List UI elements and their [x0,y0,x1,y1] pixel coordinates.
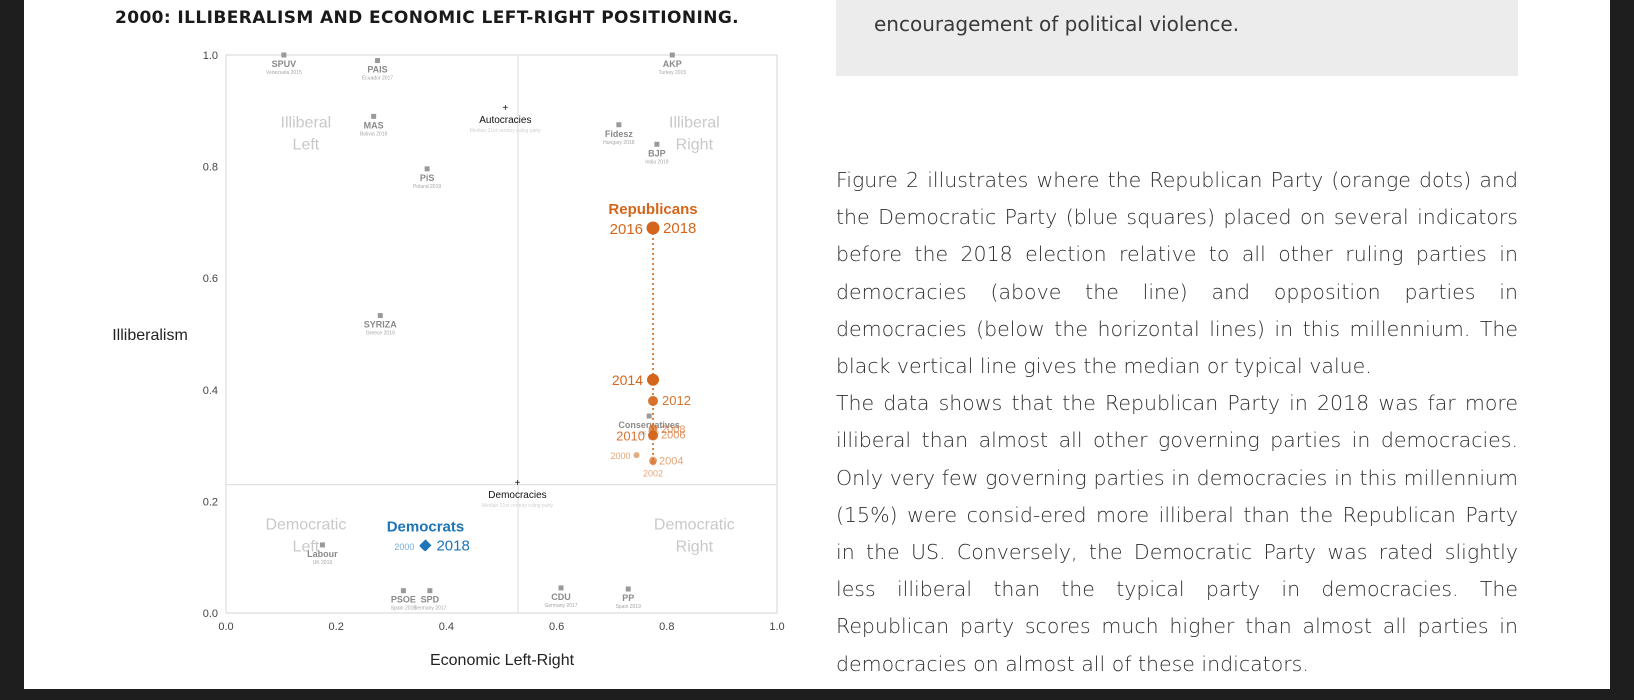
republicans-point [649,456,658,465]
republicans-year-label: 2000 [610,451,630,461]
party-label: SPD [421,595,440,605]
reference-note: Median 21st century ruling party [470,128,542,134]
y-tick-label: 0.6 [203,273,218,285]
party-marker [371,113,377,119]
x-axis-label: Economic Left-Right [430,652,575,669]
party-note: Spain 2019 [616,604,642,610]
quadrant-label: Democratic [654,516,735,533]
republicans-year-label: 2016 [610,221,643,238]
party-marker [646,413,652,419]
party-label: CDU [551,592,571,602]
party-label: PiS [420,173,435,183]
party-marker [427,588,433,594]
party-marker [558,585,564,591]
party-label: MAS [364,120,384,130]
plot-frame [225,54,778,614]
party-marker [400,588,406,594]
article-body: Figure 2 illustrates where the Republica… [836,162,1518,683]
republicans-point [633,452,640,459]
figure-title: 2000: ILLIBERALISM AND ECONOMIC LEFT-RIG… [115,8,740,28]
democrats-series-label: Democrats [387,518,465,535]
x-tick-label: 0.2 [329,621,344,633]
party-marker [375,58,381,64]
party-note: Greece 2019 [366,331,395,337]
republicans-year-label: 2010 [616,429,645,444]
reference-label: Autocracies [479,115,531,126]
democrats-point [419,539,432,552]
party-marker [281,52,287,58]
scatter-chart: 0.0 0.2 0.4 0.6 0.8 1.0 0.0 0.2 0.4 0.6 0.8 1.0 Econ… [112,50,784,669]
party-note: Venezuela 2015 [266,70,302,76]
paragraph-2: The data shows that the Republican Party… [836,391,1518,676]
party-label: BJP [648,148,666,158]
party-note: Hungary 2018 [603,140,635,146]
y-tick-label: 0.0 [203,608,218,620]
quadrant-label: Left [293,538,320,555]
party-marker [319,542,325,548]
y-tick-label: 0.4 [203,385,218,397]
y-tick-label: 0.2 [203,496,218,508]
party-note: Poland 2019 [413,184,441,190]
party-label: PAIS [367,65,387,75]
x-tick-label: 0.0 [218,621,233,633]
x-tick-label: 0.8 [659,621,674,633]
reference-label: Democracies [488,490,546,501]
reference-note: Median 21st century ruling party [482,503,554,509]
x-tick-label: 1.0 [769,621,784,633]
x-tick-label: 0.4 [439,621,454,633]
y-tick-label: 1.0 [203,50,218,62]
republicans-year-label: 2014 [612,372,643,388]
y-tick-label: 0.8 [203,162,218,174]
party-label: PSOE [391,595,416,605]
y-axis-label: Illiberalism [112,327,188,344]
page: 2000: ILLIBERALISM AND ECONOMIC LEFT-RIG… [24,0,1610,689]
party-note: Turkey 2015 [659,70,687,76]
republicans-year-label: 2004 [659,456,683,468]
quadrant-label: Right [676,137,714,154]
republicans-point [648,430,659,441]
x-tick-label: 0.6 [549,621,564,633]
party-note: Spain 2019 [391,606,417,612]
quadrant-label: Right [676,538,714,555]
democrats-year-label: 2018 [436,537,469,554]
party-note: Bolivia 2019 [360,131,387,137]
party-marker [616,122,622,128]
republicans-year-label: 2008 [661,424,685,436]
republicans-year-label: 2018 [663,220,696,237]
quadrant-label: Left [293,137,320,154]
party-marker [669,52,675,58]
republicans-year-label: 2002 [643,468,663,478]
republicans-series-label: Republicans [608,201,697,218]
quadrant-label: Illiberal [669,115,720,132]
republicans-year-label: 2012 [662,393,691,408]
republicans-year-label: 2006 [661,429,685,441]
party-label: Conservatives [618,420,680,430]
party-marker [654,141,660,147]
party-label: AKP [663,59,682,69]
party-label: SPUV [272,59,297,69]
party-label: Fidesz [605,129,634,139]
pull-quote-box: encouragement of political violence. [836,0,1518,76]
party-note: Germany 2017 [544,603,577,609]
reference-marker: + [515,478,521,489]
party-note: Germany 2017 [413,606,446,612]
quadrant-label: Democratic [265,516,346,533]
party-note: Ecuador 2017 [362,76,393,82]
party-note: UK 2019 [313,560,333,566]
party-label: PP [622,593,634,603]
paragraph-1: Figure 2 illustrates where the Republica… [836,168,1518,379]
democrats-year-label: 2000 [394,542,414,552]
party-label: SYRIZA [364,320,398,330]
quadrant-label: Illiberal [281,115,332,132]
party-marker [625,586,631,592]
party-marker [377,313,383,319]
reference-marker: + [502,103,508,114]
party-marker [424,166,430,172]
pull-quote-text: encouragement of political violence. [874,12,1240,36]
republicans-point [647,373,660,386]
republicans-point [648,395,659,406]
party-label: Labour [307,549,338,559]
party-note: India 2019 [645,159,669,165]
republicans-point [646,221,660,235]
